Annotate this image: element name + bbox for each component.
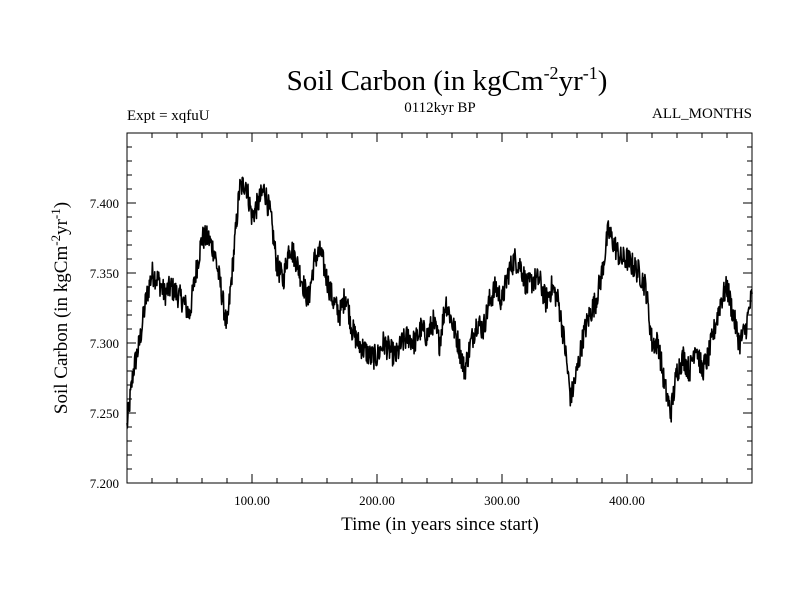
y-tick-label: 7.250 — [90, 406, 119, 421]
y-tick-label: 7.350 — [90, 266, 119, 281]
x-tick-label: 400.00 — [609, 493, 645, 508]
series-group — [126, 176, 753, 429]
y-tick-label: 7.200 — [90, 476, 119, 491]
x-tick-label: 100.00 — [234, 493, 270, 508]
subtitle-months: ALL_MONTHS — [652, 106, 752, 122]
x-tick-label: 200.00 — [359, 493, 395, 508]
subtitle-experiment: Expt = xqfuU — [127, 108, 210, 124]
x-axis-label: Time (in years since start) — [341, 514, 539, 535]
y-tick-label: 7.400 — [90, 196, 119, 211]
subtitle-period: 0112kyr BP — [404, 100, 476, 116]
series-line — [126, 176, 753, 429]
x-axis: 100.00 200.00 300.00 400.00 — [151, 133, 728, 508]
plot-frame — [126, 132, 753, 484]
chart-title: Soil Carbon (in kgCm-2yr-1) — [287, 63, 608, 97]
x-tick-label: 300.00 — [484, 493, 520, 508]
y-axis: 7.200 7.250 7.300 7.350 7.400 — [90, 146, 752, 491]
y-tick-label: 7.300 — [90, 336, 119, 351]
y-axis-label: Soil Carbon (in kgCm-2yr-1) — [48, 202, 72, 414]
